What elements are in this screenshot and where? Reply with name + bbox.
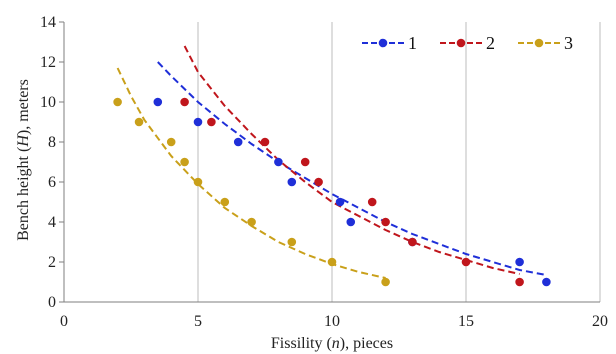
point-series-2 <box>408 237 417 247</box>
point-series-2 <box>180 97 189 107</box>
legend-swatch-marker <box>534 38 544 48</box>
y-axis-label: Bench height (H), meters <box>15 79 32 241</box>
point-series-3 <box>113 97 122 107</box>
x-tick-label: 10 <box>324 313 340 330</box>
legend-item-3: 3 <box>518 33 573 53</box>
x-tick-label: 15 <box>458 313 474 330</box>
x-axis-label-part: n <box>332 335 340 352</box>
point-series-3 <box>327 257 337 267</box>
y-tick-label: 6 <box>48 174 56 191</box>
y-tick-label: 2 <box>48 254 56 271</box>
point-series-2 <box>314 177 323 187</box>
x-tick-label: 0 <box>60 313 68 330</box>
y-tick-label: 0 <box>48 294 56 311</box>
point-series-2 <box>367 197 377 207</box>
gridlines <box>197 22 601 302</box>
legend-item-2: 2 <box>440 33 495 53</box>
point-series-3 <box>287 237 297 247</box>
legend: 1 2 3 <box>362 33 573 53</box>
point-series-2 <box>207 117 216 127</box>
point-series-3 <box>180 157 189 167</box>
point-series-1 <box>153 97 163 107</box>
point-series-2 <box>515 277 524 287</box>
trend-line-series-1 <box>157 61 547 276</box>
legend-swatch-marker <box>378 38 388 48</box>
x-axis-label-part: ), pieces <box>340 335 393 352</box>
legend-label: 1 <box>408 33 417 53</box>
point-series-1 <box>335 197 345 207</box>
point-series-1 <box>542 277 551 287</box>
point-series-3 <box>166 137 176 147</box>
point-series-1 <box>515 257 524 267</box>
y-tick-label: 12 <box>40 54 56 71</box>
legend-label: 2 <box>486 33 495 53</box>
legend-item-1: 1 <box>362 33 417 53</box>
x-tick-label: 20 <box>592 313 608 330</box>
point-series-3 <box>220 197 230 207</box>
point-series-1 <box>346 217 356 227</box>
point-series-2 <box>461 257 471 267</box>
point-series-3 <box>381 277 390 287</box>
point-series-2 <box>260 137 270 147</box>
point-series-1 <box>193 117 203 127</box>
y-tick-label: 14 <box>40 14 56 31</box>
trend-line-series-2 <box>183 45 520 275</box>
x-tick-label: 5 <box>194 313 202 330</box>
y-tick-label: 8 <box>48 134 56 151</box>
y-tick-label: 4 <box>48 214 56 231</box>
point-series-3 <box>247 217 256 227</box>
axes <box>59 21 600 303</box>
legend-label: 3 <box>564 33 573 53</box>
point-series-1 <box>287 177 297 187</box>
y-axis-label-part: H <box>15 134 32 148</box>
point-series-1 <box>233 137 243 147</box>
x-axis-label-part: Fissility ( <box>271 335 332 352</box>
y-axis-label-part: ), meters <box>15 79 32 135</box>
legend-swatch-marker <box>456 38 466 48</box>
y-axis-label-part: Bench height ( <box>15 147 32 241</box>
point-series-3 <box>134 117 144 127</box>
point-series-3 <box>193 177 203 187</box>
x-axis-label: Fissility (n), pieces <box>271 335 393 352</box>
y-tick-label: 10 <box>40 94 56 111</box>
trend-lines <box>116 45 547 279</box>
data-points <box>113 97 551 287</box>
point-series-2 <box>381 217 390 227</box>
point-series-1 <box>274 157 283 167</box>
point-series-2 <box>300 157 310 167</box>
